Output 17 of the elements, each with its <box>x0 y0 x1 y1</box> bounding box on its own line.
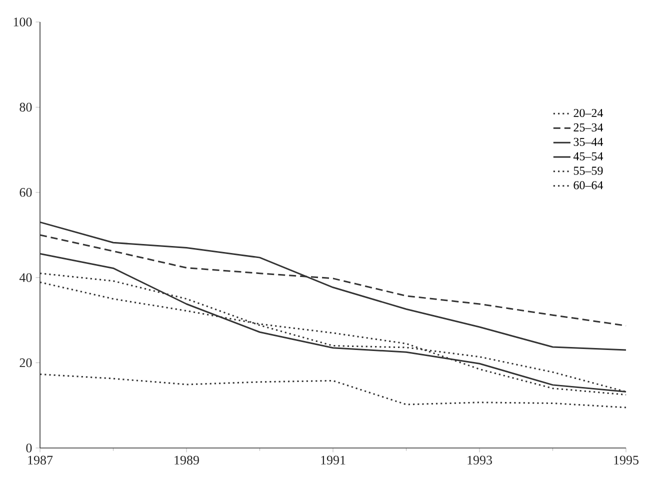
y-tick-label: 20 <box>20 358 32 368</box>
y-tick-label: 80 <box>20 102 32 112</box>
legend-label: 35–44 <box>574 138 604 146</box>
x-tick-label: 1987 <box>28 456 53 465</box>
y-tick-label: 40 <box>19 273 32 282</box>
legend-label: 45–54 <box>573 152 604 160</box>
y-tick-label: 100 <box>14 18 32 26</box>
legend-label: 25–34 <box>574 123 604 132</box>
y-tick-label: 0 <box>26 444 32 452</box>
legend-label: 20–24 <box>574 108 604 118</box>
x-tick-label: 1995 <box>614 456 638 465</box>
legend-label: 55–59 <box>574 166 603 175</box>
legend-label: 60–64 <box>574 181 604 190</box>
y-tick-label: 60 <box>20 188 32 197</box>
x-tick-label: 1991 <box>321 456 346 465</box>
x-tick-label: 1993 <box>468 456 492 465</box>
x-tick-label: 1989 <box>174 456 199 465</box>
